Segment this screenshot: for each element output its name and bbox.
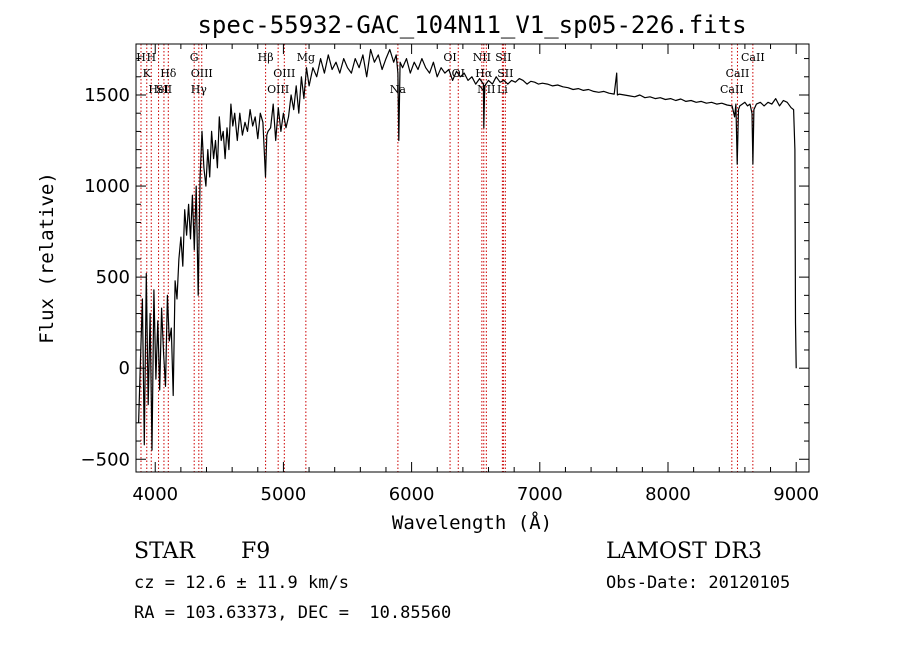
observation-date: Obs-Date: 20120105 (606, 573, 791, 593)
reference-lines (140, 44, 754, 472)
reference-line-label: OIII (267, 83, 289, 96)
flux-series-group (138, 48, 797, 451)
reference-line-label: Hγ (191, 83, 208, 96)
reference-line-label: SII (495, 51, 511, 64)
x-tick-label: 7000 (517, 484, 563, 505)
reference-line-label: OIII (191, 67, 213, 80)
flux-series-line (138, 48, 797, 451)
x-tick-label: 8000 (645, 484, 691, 505)
y-axis-label: Flux (relative) (36, 172, 58, 344)
y-axis-ticks: −500 0 500 1000 1500 (81, 58, 809, 470)
reference-line-label: CaII (720, 83, 744, 96)
coordinates: RA = 103.63373, DEC = 10.85560 (134, 603, 452, 623)
chart-title: spec-55932-GAC_104N11_V1_sp05-226.fits (197, 11, 746, 39)
reference-line-label: SII (156, 83, 172, 96)
reference-line-label: Li (497, 83, 508, 96)
survey-name: LAMOST DR3 (606, 539, 762, 564)
reference-line-label: NII (477, 83, 495, 96)
reference-line-label: CaII (726, 67, 750, 80)
y-tick-label: −500 (81, 449, 130, 470)
y-tick-label: 1500 (84, 85, 130, 106)
x-tick-label: 6000 (389, 484, 435, 505)
reference-line-label: OI (443, 51, 456, 64)
reference-line-label: H (136, 51, 146, 64)
x-tick-label: 9000 (773, 484, 819, 505)
reference-line-label: K (143, 67, 152, 80)
reference-line-label: SII (497, 67, 513, 80)
reference-line-label: Mg (297, 51, 315, 64)
reference-line-labels: HKHHeISIIHδGHγOIIIHβOIIIOIIIMgNaOIOINIIH… (136, 51, 764, 96)
x-tick-label: 4000 (132, 484, 178, 505)
spectral-class: STAR (134, 539, 195, 564)
x-axis-ticks: 4000 5000 6000 7000 8000 9000 (132, 44, 819, 505)
spectral-subclass: F9 (241, 539, 271, 564)
reference-line-label: OIII (273, 67, 295, 80)
redshift-cz: cz = 12.6 ± 11.9 km/s (134, 573, 349, 593)
y-tick-label: 1000 (84, 176, 130, 197)
reference-line-label: HeI (148, 83, 168, 96)
x-axis-label: Wavelength (Å) (392, 511, 552, 534)
reference-line-label: G (190, 51, 199, 64)
plot-frame (135, 43, 810, 473)
y-tick-label: 0 (119, 358, 130, 379)
reference-line-label: Hα (475, 67, 493, 80)
reference-line-label: CaII (741, 51, 765, 64)
reference-line-label: NII (473, 51, 491, 64)
reference-line-label: Hδ (160, 67, 177, 80)
x-tick-label: 5000 (261, 484, 307, 505)
reference-line-label: Hβ (258, 51, 274, 64)
y-tick-label: 500 (96, 267, 130, 288)
reference-line-label: H (146, 51, 156, 64)
